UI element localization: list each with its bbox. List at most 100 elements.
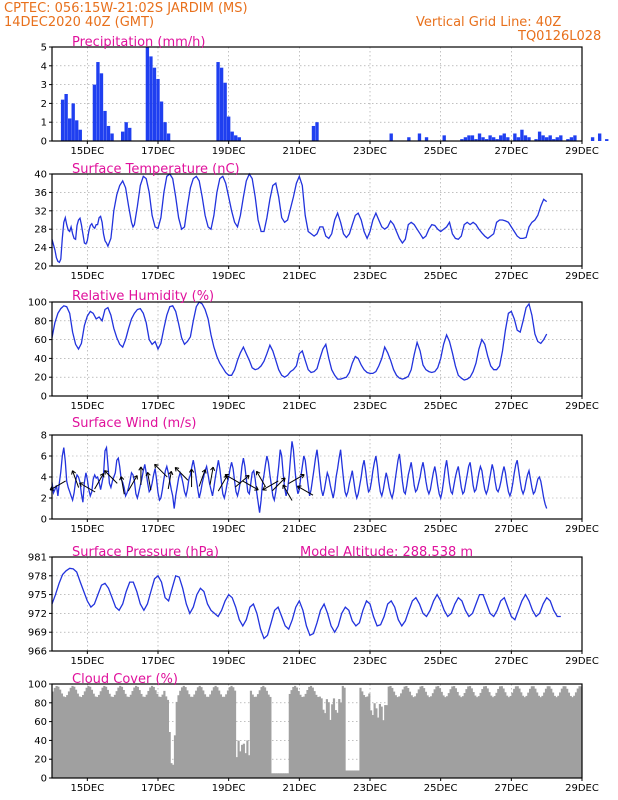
cloud-bar xyxy=(347,770,350,778)
precip-bar xyxy=(219,67,224,141)
cloud-bar xyxy=(124,693,127,778)
cloud-bar xyxy=(242,743,245,778)
precip-bar xyxy=(145,47,150,141)
cloud-bar xyxy=(212,687,215,778)
y-tick-label: 975 xyxy=(28,590,47,601)
cloud-bar xyxy=(52,691,55,778)
wind-arrow xyxy=(296,485,314,496)
cloud-bar xyxy=(140,693,143,778)
cloud-bar xyxy=(410,695,413,778)
cloud-bar xyxy=(96,697,99,778)
cloud-bar xyxy=(341,685,344,778)
cloud-bar xyxy=(182,685,185,778)
cloud-bar xyxy=(315,694,318,778)
cloud-bar xyxy=(57,686,60,778)
y-tick-label: 6 xyxy=(41,452,47,463)
x-tick-label: 27DEC xyxy=(494,401,528,412)
x-tick-label: 17DEC xyxy=(141,271,175,282)
y-tick-label: 2 xyxy=(41,494,47,505)
cloud-bar xyxy=(354,770,357,778)
cloud-bar xyxy=(179,690,182,778)
cloud-bar xyxy=(514,686,518,778)
cloud-bar xyxy=(313,691,316,778)
cloud-bar xyxy=(348,770,351,778)
cloud-bar xyxy=(195,690,198,778)
precip-bar xyxy=(460,139,464,141)
cloud-bar xyxy=(520,692,523,778)
precip-bar xyxy=(152,67,157,141)
y-tick-label: 40 xyxy=(34,170,47,181)
cloud-bar xyxy=(103,685,106,778)
cloud-bar xyxy=(385,705,389,778)
cloud-bar xyxy=(544,688,548,778)
cloud-bar xyxy=(509,695,512,778)
y-tick-label: 4 xyxy=(41,473,47,484)
pressure-frame xyxy=(51,556,583,652)
y-tick-label: 20 xyxy=(34,755,47,766)
cloud-bar xyxy=(251,694,254,778)
cloud-bar xyxy=(175,701,178,778)
cloud-bar xyxy=(223,696,226,778)
precip-bar xyxy=(474,139,478,141)
cloud-bar xyxy=(513,688,516,778)
cloud-bar xyxy=(271,773,274,778)
x-tick-label: 25DEC xyxy=(424,783,458,794)
cloud-bar xyxy=(479,692,482,778)
temp-panel: 20 24 28 32 36 40 15DEC 17DEC 19DEC 21DEC 23DEC 25D… xyxy=(34,162,599,282)
panels: 0 1 2 3 4 5 15DEC 17DEC 19DEC 21DEC 23DEC 25DEC 27DE… xyxy=(28,35,609,794)
cloud-bar xyxy=(216,687,219,778)
cloud-bar xyxy=(461,696,465,778)
cloud-bar xyxy=(317,696,320,778)
cloud-bar xyxy=(202,690,205,778)
cloud-bar xyxy=(377,717,380,778)
x-tick-label: 19DEC xyxy=(212,783,246,794)
cloud-bar xyxy=(332,698,336,778)
cloud-bar xyxy=(430,696,433,778)
precip-bar xyxy=(128,127,132,141)
cloud-bar xyxy=(82,695,85,778)
precip-bar xyxy=(502,133,506,141)
cloud-bar xyxy=(122,689,125,778)
cloud-bar xyxy=(355,770,359,778)
y-tick-label: 981 xyxy=(28,553,47,564)
y-tick-label: 20 xyxy=(34,262,47,273)
cloud-bar xyxy=(101,687,104,778)
pressure-panel: 966 969 972 975 978 981 15DEC 17DEC 19DEC 21DEC 23… xyxy=(28,545,599,667)
x-tick-label: 21DEC xyxy=(282,146,316,157)
precip-bar xyxy=(527,137,531,141)
cloud-bar xyxy=(362,695,366,778)
cloud-bar xyxy=(500,686,503,778)
precip-bar xyxy=(96,62,100,141)
x-tick-label: 25DEC xyxy=(424,656,458,667)
cloud-bar xyxy=(440,691,443,778)
cloud-bar xyxy=(272,773,275,778)
temp-frame xyxy=(51,173,583,267)
cloud-bar xyxy=(249,690,253,778)
cloud-bar xyxy=(493,696,496,778)
cloud-bar xyxy=(451,686,454,778)
cloud-bar xyxy=(260,687,263,778)
precip-bar xyxy=(99,73,104,141)
cloud-bar xyxy=(115,691,118,778)
y-tick-label: 40 xyxy=(34,736,47,747)
cloud-bar xyxy=(366,696,369,778)
x-tick-label: 25DEC xyxy=(424,524,458,535)
wind-arrow xyxy=(255,470,266,488)
cloud-bar xyxy=(203,694,207,778)
cloud-bar xyxy=(83,691,86,778)
precip-bar xyxy=(226,116,231,141)
x-tick-label: 23DEC xyxy=(353,401,387,412)
cloud-bar xyxy=(506,695,509,778)
cloud-bar xyxy=(463,692,466,778)
wind-arrow xyxy=(174,466,189,481)
precip-bar xyxy=(110,133,114,141)
y-tick-label: 0 xyxy=(41,515,47,526)
cloud-bar xyxy=(292,686,295,778)
precip-bar xyxy=(106,125,111,141)
cloud-bar xyxy=(274,773,277,778)
cloud-bar xyxy=(419,686,422,778)
cloud-bar xyxy=(329,719,332,778)
x-tick-label: 27DEC xyxy=(494,524,528,535)
wind-arrow xyxy=(127,475,138,492)
cloud-bar xyxy=(131,691,134,778)
